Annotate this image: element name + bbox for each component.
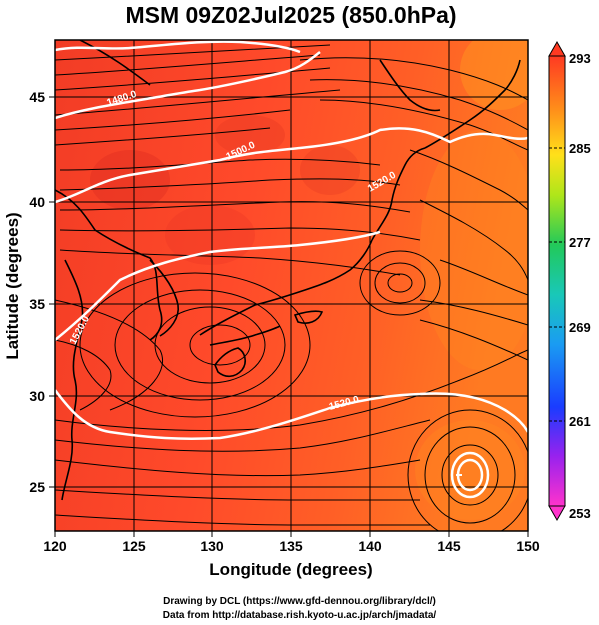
colorbar-tick: 293 xyxy=(569,51,591,66)
axis-ticks xyxy=(49,96,529,537)
coastlines xyxy=(55,40,521,501)
x-tick-label: 120 xyxy=(43,538,67,554)
field-shading xyxy=(90,40,528,520)
x-tick-label: 125 xyxy=(122,538,146,554)
credit-drawing: Drawing by DCL (https://www.gfd-dennou.o… xyxy=(163,596,436,607)
map-title: MSM 09Z02Jul2025 (850.0hPa) xyxy=(125,2,456,28)
plot-area: 1480.0 1500.0 1520.0 1520.0 1520.0 xyxy=(54,39,529,532)
colorbar-tick: 261 xyxy=(569,414,591,429)
height-contours xyxy=(55,40,528,499)
y-axis-label: Latitude (degrees) xyxy=(3,212,22,359)
colorbar-top-arrow xyxy=(548,40,566,57)
x-tick-label: 135 xyxy=(279,538,303,554)
colorbar: 293 285 277 269 261 253 xyxy=(548,40,591,522)
y-tick-label: 25 xyxy=(29,479,45,495)
y-tick-label: 35 xyxy=(29,296,45,312)
x-tick-label: 150 xyxy=(516,538,540,554)
wind-streamlines xyxy=(55,44,528,531)
colorbar-tick: 277 xyxy=(569,235,591,250)
credit-data-source: Data from http://database.rish.kyoto-u.a… xyxy=(162,610,437,621)
colorbar-tick: 285 xyxy=(569,141,591,156)
y-tick-label: 30 xyxy=(29,388,45,404)
y-tick-label: 45 xyxy=(29,89,45,105)
x-tick-label: 140 xyxy=(358,538,382,554)
colorbar-tick: 253 xyxy=(569,506,591,521)
x-axis-label: Longitude (degrees) xyxy=(209,560,372,579)
x-tick-label: 130 xyxy=(200,538,224,554)
x-tick-labels: 120 125 130 135 140 145 150 xyxy=(43,538,540,554)
y-tick-label: 40 xyxy=(29,194,45,210)
y-tick-labels: 25 30 35 40 45 xyxy=(29,89,45,495)
colorbar-scale xyxy=(548,55,566,507)
x-tick-label: 145 xyxy=(437,538,461,554)
colorbar-tick: 269 xyxy=(569,320,591,335)
colorbar-bottom-arrow xyxy=(548,505,566,522)
